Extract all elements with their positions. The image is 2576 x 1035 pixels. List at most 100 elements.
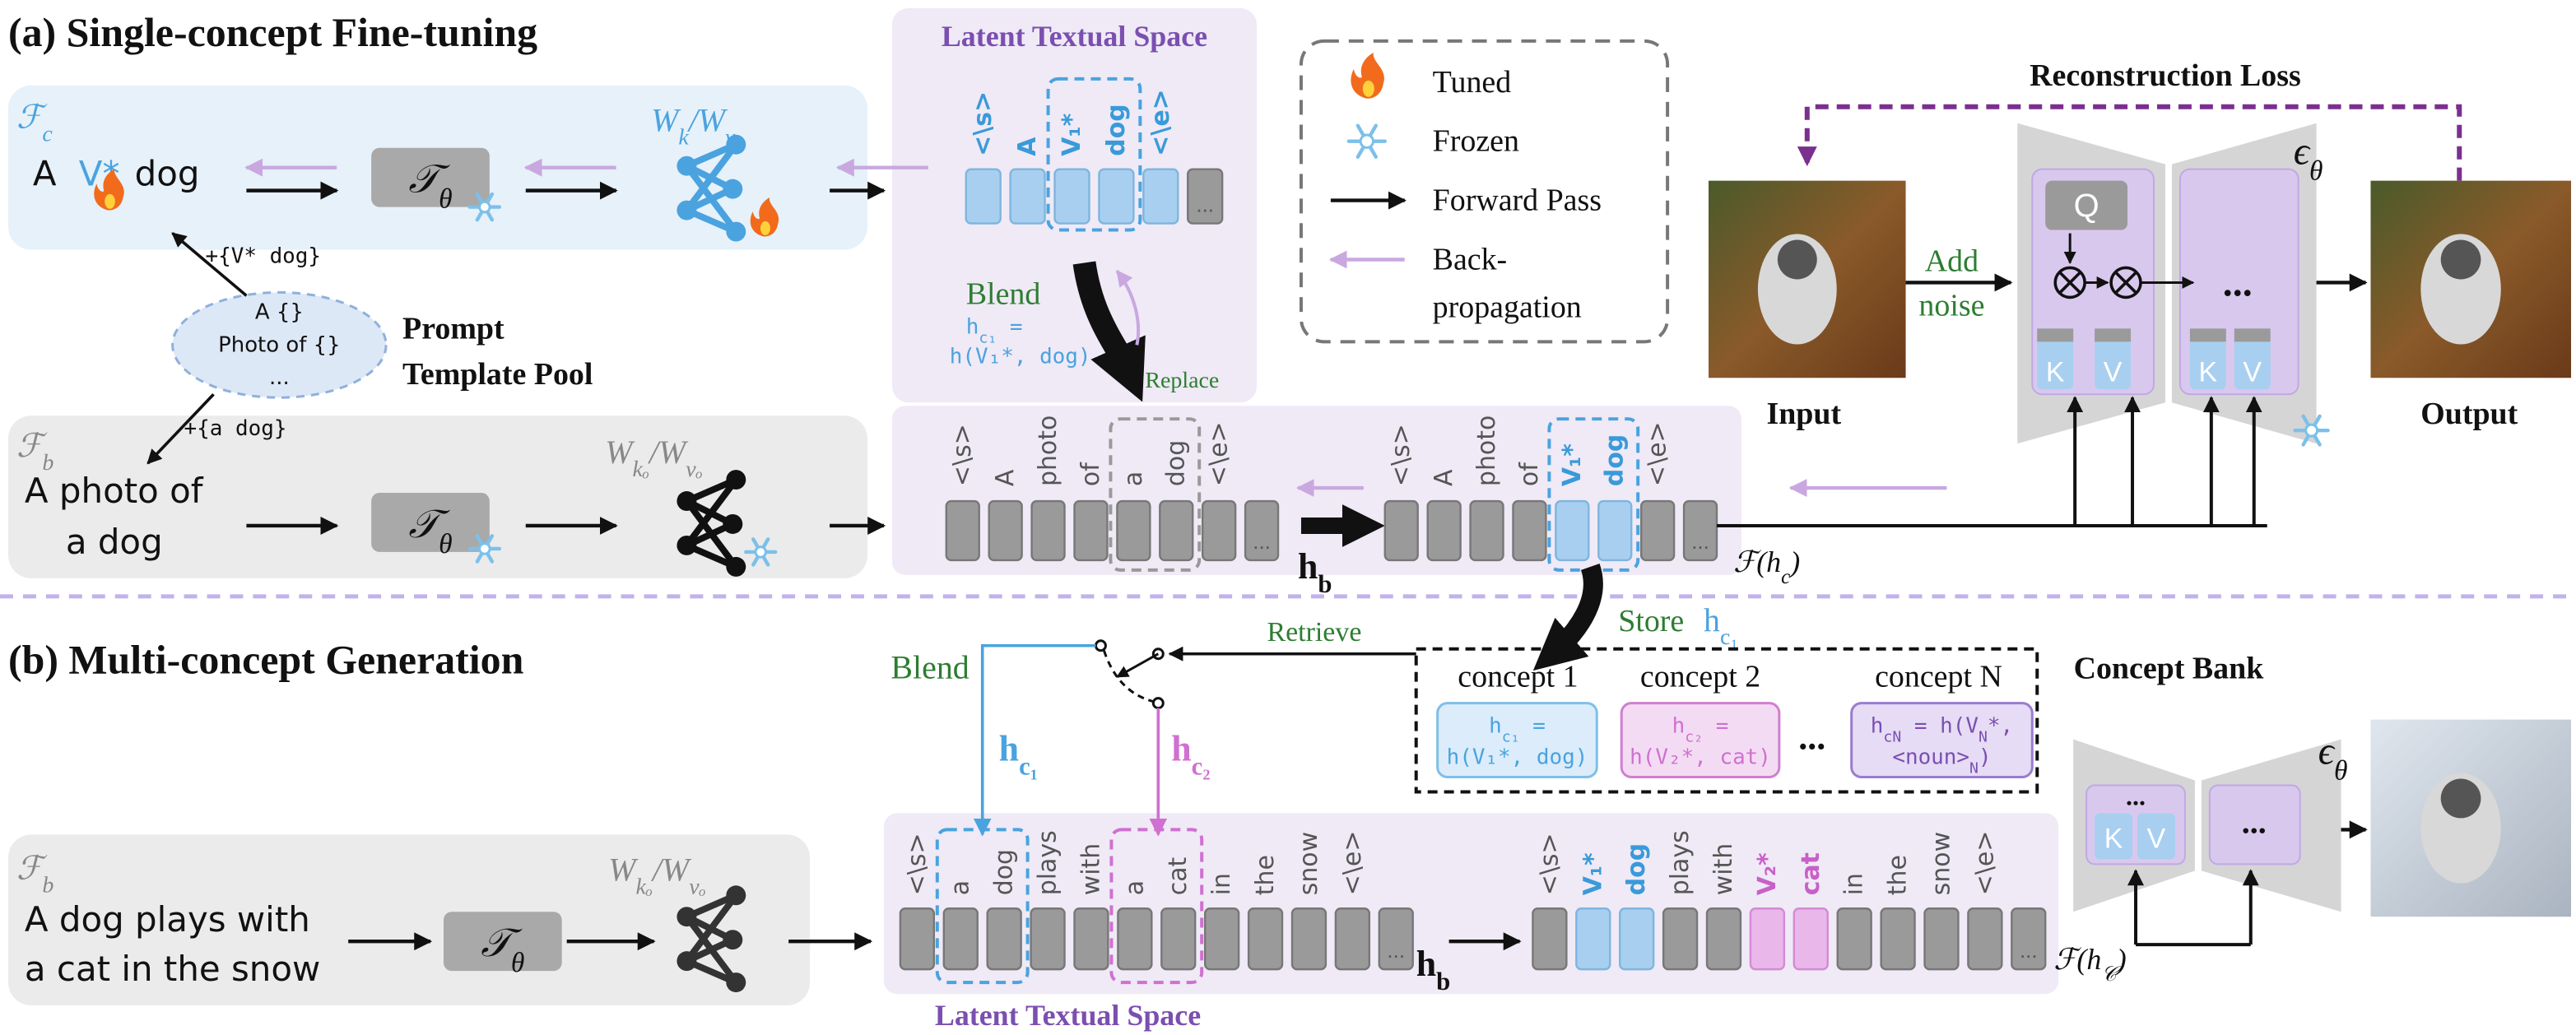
token-box: [1203, 907, 1240, 971]
blend-label: Blend: [966, 276, 1041, 311]
token-label: dog: [1622, 843, 1651, 895]
frozen-icon: [478, 542, 491, 555]
text-part: cN: [1883, 728, 1901, 745]
prompt-text: dog: [135, 154, 200, 194]
kv-box-head: [2189, 328, 2226, 342]
tuned-icon: [1362, 80, 1374, 97]
token-box: [1383, 499, 1419, 562]
text-part: =: [1520, 714, 1546, 739]
text-part: k: [678, 124, 689, 150]
token-label: photo: [1472, 415, 1501, 486]
arrow: [1116, 652, 1160, 678]
section-title: (a) Single-concept Fine-tuning: [8, 10, 537, 55]
loss-label: Reconstruction Loss: [2030, 58, 2301, 93]
template-fill: +{V* dog}: [206, 244, 322, 268]
token-box: [1836, 907, 1872, 971]
more-layers: ...: [2242, 803, 2267, 840]
text-part: h(V₂*, cat): [1630, 745, 1771, 770]
concept-box: [1436, 702, 1598, 778]
network-node: [677, 155, 697, 176]
more-concepts: ...: [1798, 717, 1825, 758]
kv-box: [2234, 328, 2271, 390]
token-box: [942, 907, 979, 971]
template-item: Photo of {}: [218, 332, 340, 357]
blend-label: Blend: [890, 649, 969, 686]
token-group: [1109, 828, 1204, 985]
token-group: [935, 828, 1030, 985]
text-part: kₒ: [636, 874, 653, 899]
token-label: <\e>: [1970, 831, 1999, 896]
token-label: plays: [1034, 830, 1062, 895]
pool-title: Prompt: [402, 311, 505, 346]
token-label: the: [1884, 855, 1913, 895]
prompt-text: a dog: [66, 522, 163, 562]
text-part: h(V₁*, dog): [1447, 745, 1588, 770]
text-part: c₁: [1502, 728, 1520, 745]
text-part: N: [1978, 728, 1988, 745]
network-edge: [684, 893, 739, 963]
concept-equation: h(V₁*, dog): [1447, 745, 1588, 770]
template-item: ...: [269, 365, 290, 390]
text-part: h: [999, 729, 1019, 769]
text-part: b: [1436, 968, 1450, 996]
text-part: *,: [1988, 714, 2013, 739]
token-box: [1426, 499, 1462, 562]
prompt-text: a cat in the snow: [25, 949, 320, 989]
network-node: [726, 972, 746, 993]
projection-label: Wkₒ/Wvₒ: [608, 851, 705, 899]
text-part: h: [1416, 944, 1436, 984]
text-part: θ: [2309, 155, 2323, 186]
attention-block: [2208, 784, 2301, 866]
token-box: [1967, 907, 2003, 971]
kv-label: K: [2199, 356, 2218, 388]
token-box: [1378, 907, 1414, 971]
token-label: cat: [1164, 856, 1193, 895]
text-part: c₁: [979, 329, 997, 346]
prompt-text: A: [33, 154, 57, 194]
hidden-state-label: hb: [1298, 546, 1332, 598]
frozen-icon: [1359, 133, 1374, 149]
token-box: [1555, 499, 1590, 562]
multiply-op: [2114, 272, 2137, 294]
kv-box-head: [2037, 328, 2074, 342]
template-pool: [171, 290, 388, 399]
token-label: in: [1840, 873, 1869, 895]
photo-caption: Input: [1766, 397, 1841, 431]
text-part: θ: [439, 528, 452, 559]
token-label: photo: [1034, 415, 1062, 486]
text-part: θ: [511, 948, 524, 978]
concept-bank: [1414, 647, 2039, 794]
token-label: <\e>: [1205, 421, 1234, 486]
kv-box-head: [2234, 328, 2271, 342]
text-part: ℱ(h: [2053, 943, 2101, 976]
network-node: [726, 470, 746, 490]
more-layers: ...: [2223, 261, 2253, 304]
text-encoder: [371, 493, 490, 552]
token-box: [1030, 499, 1066, 562]
token-box: [1619, 907, 1655, 971]
concept-box: [1620, 702, 1781, 778]
concept-embedding-label: hc₁: [999, 729, 1038, 781]
unet-label: ϵθ: [2318, 730, 2348, 787]
concept-box: [1850, 702, 2034, 778]
replace-label: Replace: [1145, 368, 1219, 393]
token-label: with: [1709, 843, 1738, 896]
text-part: vₒ: [686, 457, 702, 482]
token-box: [988, 499, 1023, 562]
token-box: [1880, 907, 1916, 971]
input-photo-subject: [1757, 234, 1837, 345]
token-label: V₁*: [1579, 852, 1607, 895]
token-box: [965, 168, 1002, 225]
projection-label: Wkₒ/Wvₒ: [605, 434, 702, 482]
token-box: [1053, 168, 1090, 225]
noise-label: noise: [1918, 288, 1984, 323]
token-more: ...: [1691, 531, 1709, 554]
kv-label: V: [2147, 823, 2166, 854]
token-label: of: [1515, 462, 1544, 486]
kv-box: [2037, 328, 2074, 390]
token-label: snow: [1927, 832, 1955, 895]
token-label: in: [1207, 873, 1236, 895]
network-edge: [684, 142, 739, 212]
kv-box: [2137, 813, 2175, 860]
prompt-text: A dog plays with: [25, 899, 310, 940]
